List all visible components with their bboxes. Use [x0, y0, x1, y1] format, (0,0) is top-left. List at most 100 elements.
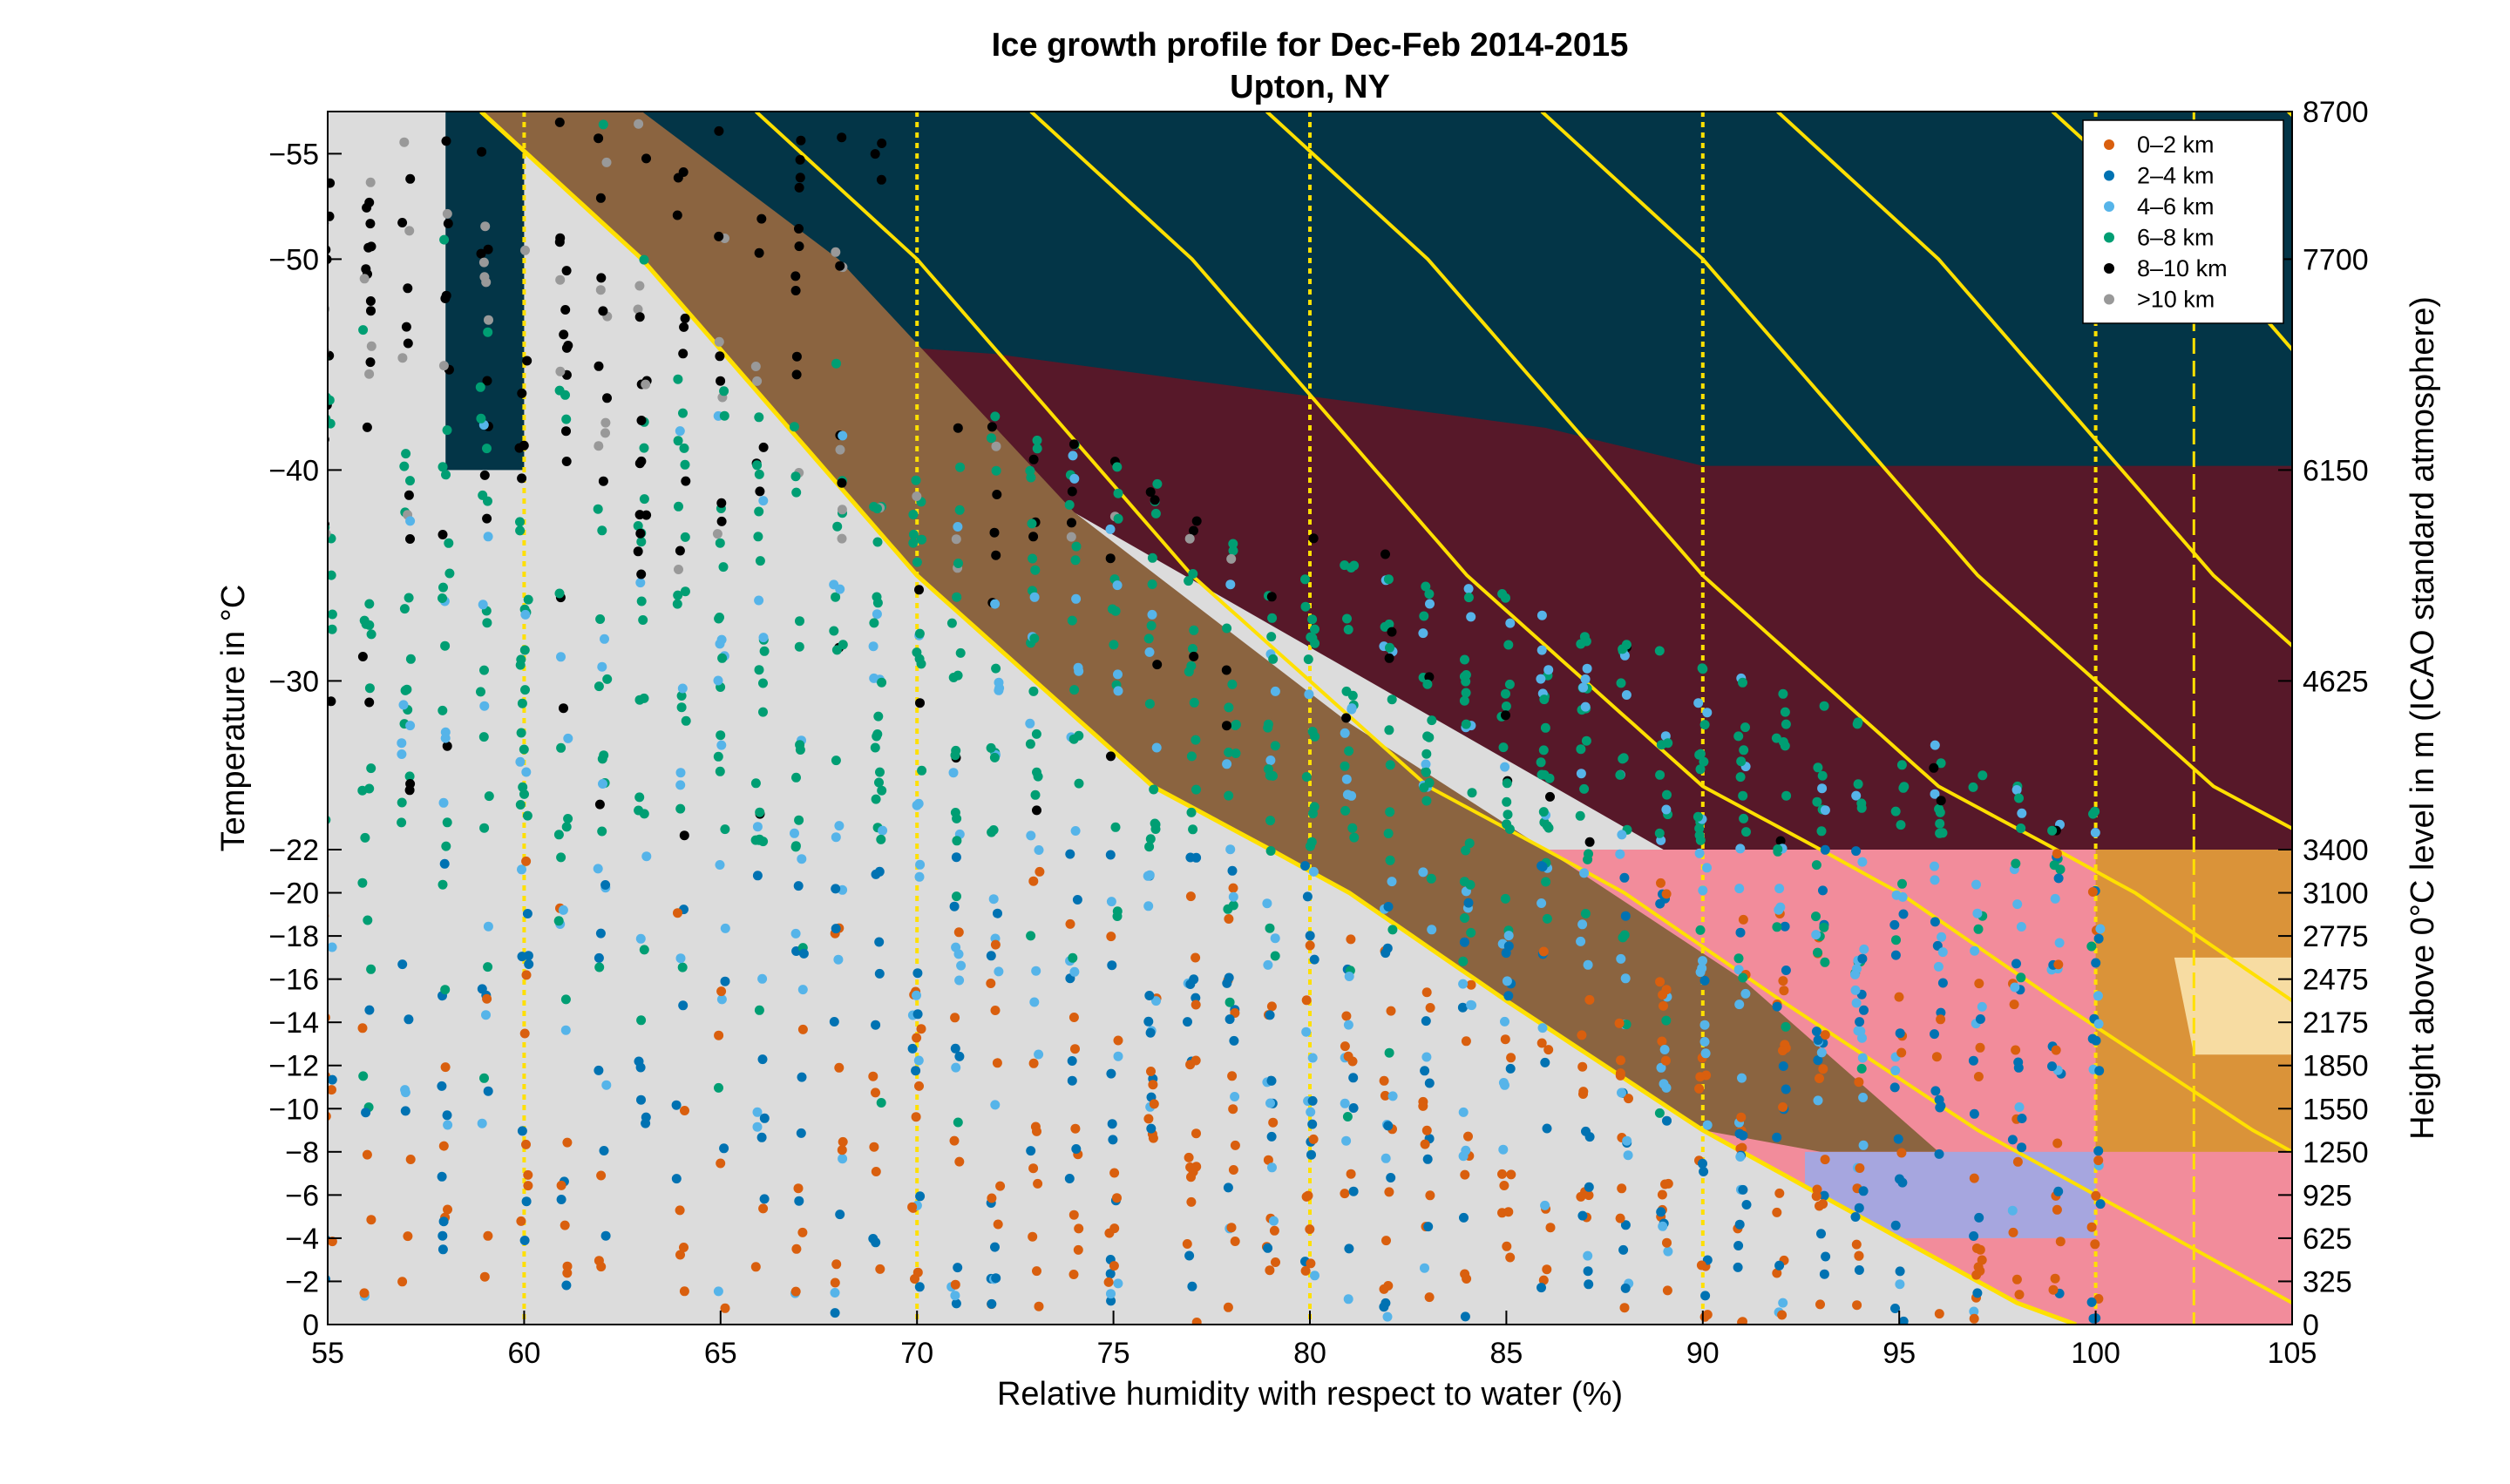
- data-point: [799, 949, 809, 959]
- data-point: [1658, 1222, 1667, 1231]
- data-point: [1303, 891, 1313, 901]
- data-point: [1930, 862, 1939, 871]
- data-point: [751, 362, 761, 371]
- data-point: [912, 968, 922, 978]
- data-point: [954, 976, 964, 986]
- data-point: [1184, 1153, 1194, 1162]
- data-point: [482, 994, 492, 1004]
- data-point: [405, 534, 415, 544]
- legend-marker: [2104, 171, 2114, 181]
- legend-marker: [2104, 263, 2114, 274]
- data-point: [1969, 783, 1978, 792]
- data-point: [1069, 1270, 1079, 1279]
- data-point: [1616, 954, 1625, 964]
- data-point: [601, 1231, 611, 1241]
- data-point: [1267, 1132, 1277, 1142]
- data-point: [1615, 1019, 1625, 1028]
- data-point: [554, 916, 564, 925]
- data-point: [640, 945, 649, 954]
- data-point: [2052, 849, 2062, 858]
- data-point: [1821, 1155, 1830, 1164]
- data-point: [1310, 1271, 1319, 1280]
- data-point: [915, 860, 925, 870]
- data-point: [1505, 1253, 1515, 1263]
- data-point: [1466, 880, 1475, 890]
- data-point: [1306, 1258, 1315, 1268]
- data-point: [1656, 878, 1665, 888]
- data-point: [1537, 861, 1546, 871]
- data-point: [438, 1244, 448, 1254]
- data-point: [1503, 640, 1513, 650]
- data-point: [1778, 689, 1788, 699]
- data-point: [439, 1142, 449, 1151]
- data-point: [1500, 1081, 1509, 1090]
- data-point: [1106, 525, 1116, 534]
- data-point: [1811, 930, 1821, 939]
- data-point: [520, 1236, 530, 1245]
- data-point: [830, 1017, 839, 1027]
- data-point: [1186, 1172, 1196, 1182]
- data-point: [1113, 1278, 1123, 1288]
- data-point: [561, 415, 571, 424]
- data-point: [1422, 1126, 1432, 1135]
- data-point: [366, 1215, 376, 1224]
- data-point: [949, 673, 959, 682]
- data-point: [1146, 834, 1156, 844]
- data-point: [1506, 1053, 1516, 1062]
- data-point: [1423, 1222, 1433, 1231]
- data-point: [950, 1013, 960, 1022]
- data-point: [321, 245, 330, 254]
- data-point: [1381, 1154, 1391, 1163]
- data-point: [680, 1286, 689, 1296]
- data-point: [516, 800, 526, 810]
- data-point: [1501, 894, 1510, 904]
- data-point: [1815, 1202, 1824, 1211]
- data-point: [1930, 917, 1940, 926]
- data-point: [366, 763, 376, 773]
- data-point: [912, 558, 922, 567]
- data-point: [2051, 1274, 2060, 1284]
- data-point: [1736, 928, 1746, 938]
- data-point: [1069, 735, 1079, 744]
- data-point: [1421, 1016, 1431, 1026]
- data-point: [1506, 1169, 1516, 1179]
- data-point: [1546, 1223, 1556, 1232]
- data-point: [1775, 903, 1785, 912]
- data-point: [1699, 1167, 1708, 1176]
- data-point: [1114, 1036, 1123, 1046]
- data-point: [1576, 744, 1585, 754]
- data-point: [1938, 828, 1948, 837]
- data-point: [1222, 624, 1231, 634]
- data-point: [952, 593, 961, 602]
- data-point: [1032, 1266, 1041, 1276]
- data-point: [518, 783, 527, 792]
- data-point: [1502, 1242, 1511, 1251]
- legend-label: 4–6 km: [2137, 193, 2215, 220]
- data-point: [481, 277, 491, 287]
- data-point: [562, 822, 572, 831]
- data-point: [1501, 710, 1510, 720]
- data-point: [1462, 1036, 1471, 1046]
- data-point: [366, 357, 376, 367]
- data-point: [1222, 979, 1231, 988]
- data-point: [1935, 1103, 1944, 1113]
- data-point: [1506, 1064, 1516, 1074]
- data-point: [363, 423, 372, 432]
- data-point: [2090, 807, 2100, 817]
- data-point: [872, 504, 882, 513]
- data-point: [1895, 1175, 1904, 1184]
- data-point: [1853, 717, 1862, 727]
- data-point: [1222, 721, 1231, 730]
- data-point: [1425, 600, 1435, 609]
- data-point: [716, 767, 725, 776]
- data-point: [1615, 770, 1625, 780]
- data-point: [405, 785, 415, 795]
- data-point: [791, 841, 801, 850]
- data-point: [838, 505, 847, 514]
- data-point: [1033, 1179, 1042, 1189]
- data-point: [1700, 1312, 1710, 1322]
- data-point: [483, 1231, 492, 1241]
- data-point: [1067, 532, 1076, 542]
- data-point: [562, 266, 572, 275]
